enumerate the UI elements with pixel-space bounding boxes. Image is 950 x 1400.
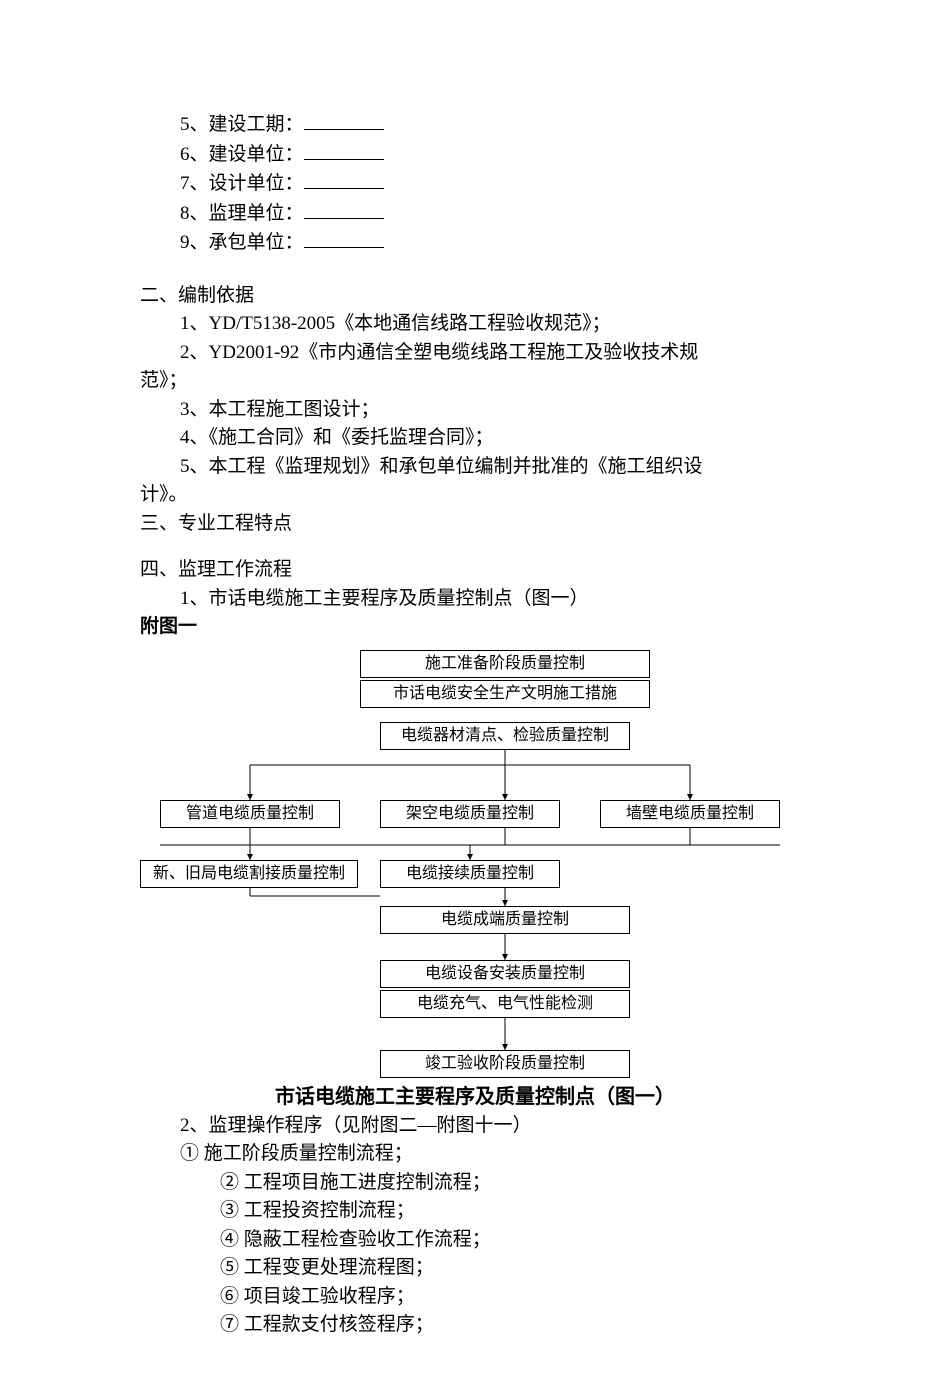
flow-node: 架空电缆质量控制 — [380, 800, 560, 828]
sec4-line1: 1、市话电缆施工主要程序及质量控制点（图一） — [140, 585, 810, 614]
flowchart: 施工准备阶段质量控制市话电缆安全生产文明施工措施电缆器材清点、检验质量控制管道电… — [140, 650, 810, 1090]
flow-node: 管道电缆质量控制 — [160, 800, 340, 828]
sec2-wrap-5: 计》。 — [140, 481, 810, 510]
sec2-item-3: 3、本工程施工图设计； — [140, 396, 810, 425]
flow-node: 电缆充气、电气性能检测 — [380, 990, 630, 1018]
form-item: 5、建设工期： — [140, 110, 810, 140]
form-item-label: 9、承包单位： — [180, 232, 304, 253]
flow-node: 电缆设备安装质量控制 — [380, 960, 630, 988]
form-item: 9、承包单位： — [140, 228, 810, 258]
sec2-item-5: 5、本工程《监理规划》和承包单位编制并批准的《施工组织设 — [140, 453, 810, 482]
sec2-item-2: 2、YD2001-92《市内通信全塑电缆线路工程施工及验收技术规 — [140, 339, 810, 368]
flow-node: 市话电缆安全生产文明施工措施 — [360, 680, 650, 708]
flow-node: 电缆接续质量控制 — [380, 860, 560, 888]
flow-node: 电缆成端质量控制 — [380, 906, 630, 934]
sec2-wrap-2: 范》； — [140, 367, 810, 396]
sub-first: ① 施工阶段质量控制流程； — [140, 1140, 810, 1169]
sec3-title: 三、专业工程特点 — [140, 510, 810, 539]
sec4-line2: 2、监理操作程序（见附图二—附图十一） — [140, 1112, 810, 1141]
sec2-item-1: 1、YD/T5138-2005《本地通信线路工程验收规范》； — [140, 310, 810, 339]
sub-item: ⑤ 工程变更处理流程图； — [140, 1254, 810, 1283]
blank-line — [304, 169, 384, 189]
blank-line — [304, 228, 384, 248]
sub-item: ③ 工程投资控制流程； — [140, 1197, 810, 1226]
attach-label: 附图一 — [140, 613, 810, 642]
flow-node: 电缆器材清点、检验质量控制 — [380, 722, 630, 750]
form-item-label: 6、建设单位： — [180, 144, 304, 165]
sub-item: ⑥ 项目竣工验收程序； — [140, 1283, 810, 1312]
sub-item: ② 工程项目施工进度控制流程； — [140, 1169, 810, 1198]
sec2-title: 二、编制依据 — [140, 282, 810, 311]
form-item: 6、建设单位： — [140, 140, 810, 170]
blank-line — [304, 110, 384, 130]
form-item-label: 8、监理单位： — [180, 203, 304, 224]
form-item: 8、监理单位： — [140, 199, 810, 229]
blank-line — [304, 140, 384, 160]
form-item-label: 7、设计单位： — [180, 173, 304, 194]
flow-node: 施工准备阶段质量控制 — [360, 650, 650, 678]
blank-line — [304, 199, 384, 219]
flow-node: 墙壁电缆质量控制 — [600, 800, 780, 828]
sub-item: ⑦ 工程款支付核签程序； — [140, 1311, 810, 1340]
flow-node: 竣工验收阶段质量控制 — [380, 1050, 630, 1078]
sec4-title: 四、监理工作流程 — [140, 556, 810, 585]
form-item: 7、设计单位： — [140, 169, 810, 199]
flow-node: 新、旧局电缆割接质量控制 — [140, 860, 358, 888]
sub-item: ④ 隐蔽工程检查验收工作流程； — [140, 1226, 810, 1255]
sec2-item-4: 4、《施工合同》和《委托监理合同》； — [140, 424, 810, 453]
form-item-label: 5、建设工期： — [180, 114, 304, 135]
